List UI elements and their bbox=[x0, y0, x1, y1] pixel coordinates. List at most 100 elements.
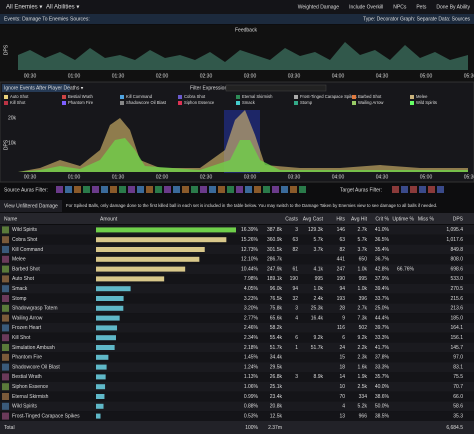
column-header[interactable]: Uptime % bbox=[392, 216, 414, 222]
ability-name[interactable]: Wild Spirits bbox=[12, 227, 38, 233]
ability-name[interactable]: Smack bbox=[12, 286, 28, 292]
graph-settings[interactable]: Type: Decorator Graph: Separate Data: So… bbox=[363, 16, 470, 22]
column-header[interactable]: Avg Cast bbox=[303, 216, 324, 222]
amount-bar bbox=[96, 374, 106, 380]
legend-entry[interactable]: Wild Spirits bbox=[416, 100, 437, 105]
ability-name[interactable]: Melee bbox=[12, 257, 26, 263]
unfiltered-tab[interactable]: View Unfiltered Damage bbox=[4, 203, 58, 209]
abilities-dropdown[interactable]: All Abilities ▾ bbox=[46, 5, 79, 11]
ability-name[interactable]: Wild Spirits bbox=[12, 404, 38, 410]
aura-icon[interactable] bbox=[191, 186, 198, 193]
legend-entry[interactable]: Shadowcore Oil Blast bbox=[126, 100, 167, 105]
ability-name[interactable]: Cobra Shot bbox=[12, 237, 38, 243]
ability-name[interactable]: Wailing Arrow bbox=[12, 315, 43, 321]
nav-option[interactable]: NPCs bbox=[393, 4, 407, 10]
ability-name[interactable]: Frost-Tinged Carapace Spikes bbox=[12, 413, 80, 419]
events-label[interactable]: Events: Damage To Enemies bbox=[4, 16, 69, 22]
targets-dropdown[interactable]: All Enemies ▾ bbox=[6, 5, 42, 11]
table-row bbox=[0, 283, 474, 294]
ability-name[interactable]: Shadowgrasp Totem bbox=[12, 306, 58, 312]
nav-option[interactable]: Pets bbox=[416, 4, 427, 10]
nav-option[interactable]: Weighted Damage bbox=[298, 4, 340, 10]
ability-icon bbox=[2, 236, 9, 244]
aura-icon[interactable] bbox=[155, 186, 162, 193]
column-header[interactable]: Casts bbox=[285, 216, 298, 222]
ability-name[interactable]: Frozen Heart bbox=[12, 325, 42, 331]
ability-name[interactable]: Barbed Shot bbox=[12, 266, 40, 272]
aura-icon[interactable] bbox=[245, 186, 252, 193]
aura-icon[interactable] bbox=[137, 186, 144, 193]
aura-icon[interactable] bbox=[182, 186, 189, 193]
legend-entry[interactable]: Smack bbox=[242, 100, 256, 105]
aura-icon[interactable] bbox=[83, 186, 90, 193]
ability-name[interactable]: Siphon Essence bbox=[12, 384, 48, 390]
ability-name[interactable]: Simulation Ambush bbox=[12, 345, 55, 351]
aura-icon[interactable] bbox=[128, 186, 135, 193]
legend-entry[interactable]: Frost-Tinged Carapace Spikes bbox=[300, 94, 357, 99]
cell-crit: 33.3% bbox=[375, 364, 390, 370]
aura-icon[interactable] bbox=[290, 186, 297, 193]
aura-icon[interactable] bbox=[392, 186, 399, 193]
aura-icon[interactable] bbox=[437, 186, 444, 193]
aura-icon[interactable] bbox=[218, 186, 225, 193]
tab[interactable] bbox=[0, 200, 62, 212]
aura-icon[interactable] bbox=[254, 186, 261, 193]
ability-name[interactable]: Phantom Fire bbox=[12, 355, 42, 361]
aura-icon[interactable] bbox=[419, 186, 426, 193]
aura-icon[interactable] bbox=[281, 186, 288, 193]
sources-label[interactable]: Sources: bbox=[70, 16, 90, 22]
column-header[interactable]: Name bbox=[4, 216, 18, 222]
aura-icon[interactable] bbox=[65, 186, 72, 193]
legend-swatch bbox=[62, 101, 66, 105]
aura-icon[interactable] bbox=[101, 186, 108, 193]
legend-entry[interactable]: Wailing Arrow bbox=[358, 100, 384, 105]
aura-icon[interactable] bbox=[56, 186, 63, 193]
aura-icon[interactable] bbox=[74, 186, 81, 193]
aura-icon[interactable] bbox=[227, 186, 234, 193]
death-filter-button[interactable] bbox=[2, 84, 70, 92]
aura-icon[interactable] bbox=[272, 186, 279, 193]
ability-name[interactable]: Eternal Skirmish bbox=[12, 394, 49, 400]
death-filter[interactable]: Ignore Events After Player Deaths ▾ bbox=[4, 85, 84, 91]
legend-entry[interactable]: Melee bbox=[416, 94, 428, 99]
aura-icon[interactable] bbox=[428, 186, 435, 193]
aura-icon[interactable] bbox=[110, 186, 117, 193]
aura-icon[interactable] bbox=[299, 186, 306, 193]
legend-entry[interactable]: Eternal Skirmish bbox=[242, 94, 273, 99]
legend-entry[interactable]: Phantom Fire bbox=[68, 100, 94, 105]
ability-name[interactable]: Bestial Wrath bbox=[12, 374, 42, 380]
aura-icon[interactable] bbox=[263, 186, 270, 193]
aura-icon[interactable] bbox=[146, 186, 153, 193]
filter-expression-input[interactable] bbox=[225, 84, 327, 92]
ability-name[interactable]: Kill Shot bbox=[12, 335, 31, 341]
column-header[interactable]: DPS bbox=[453, 216, 464, 222]
ability-name[interactable]: Kill Command bbox=[12, 247, 43, 253]
nav-option[interactable]: Done By Ability bbox=[436, 4, 470, 10]
column-header[interactable]: Miss % bbox=[418, 216, 435, 222]
ability-name[interactable]: Shadowcore Oil Blast bbox=[12, 364, 60, 370]
aura-icon[interactable] bbox=[209, 186, 216, 193]
legend-entry[interactable]: Kill Shot bbox=[10, 100, 26, 105]
legend-entry[interactable]: Barbed Shot bbox=[358, 94, 382, 99]
aura-icon[interactable] bbox=[410, 186, 417, 193]
aura-icon[interactable] bbox=[119, 186, 126, 193]
legend-entry[interactable]: Cobra Shot bbox=[184, 94, 206, 99]
legend-entry[interactable]: Kill Command bbox=[126, 94, 153, 99]
aura-icon[interactable] bbox=[200, 186, 207, 193]
column-header[interactable]: Avg Hit bbox=[351, 216, 368, 222]
aura-icon[interactable] bbox=[173, 186, 180, 193]
legend-entry[interactable]: Stomp bbox=[300, 100, 313, 105]
column-header[interactable]: Crit % bbox=[375, 216, 389, 222]
legend-entry[interactable]: Bestial Wrath bbox=[68, 94, 93, 99]
column-header[interactable]: Amount bbox=[100, 216, 118, 222]
aura-icon[interactable] bbox=[236, 186, 243, 193]
column-header[interactable]: Hits bbox=[336, 216, 345, 222]
legend-entry[interactable]: Auto Shot bbox=[10, 94, 29, 99]
aura-icon[interactable] bbox=[401, 186, 408, 193]
ability-name[interactable]: Stomp bbox=[12, 296, 27, 302]
ability-name[interactable]: Auto Shot bbox=[12, 276, 35, 282]
aura-icon[interactable] bbox=[92, 186, 99, 193]
legend-entry[interactable]: Siphon Essence bbox=[184, 100, 215, 105]
aura-icon[interactable] bbox=[164, 186, 171, 193]
nav-option[interactable]: Include Overkill bbox=[349, 4, 383, 10]
